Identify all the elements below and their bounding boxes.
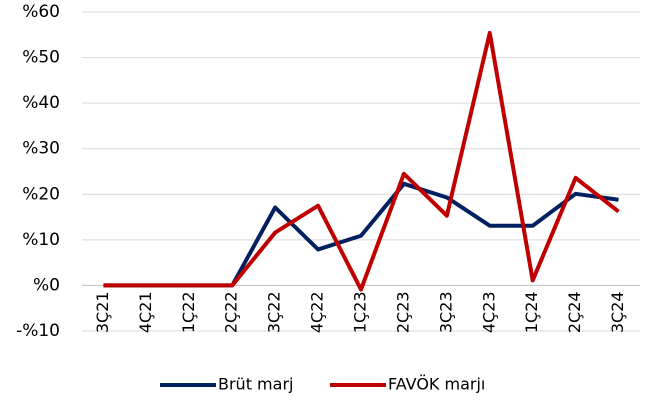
y-tick-label: %30 <box>22 139 60 159</box>
x-tick-label: 2Ç24 <box>565 291 584 333</box>
y-tick-label: %60 <box>22 2 60 22</box>
x-tick-label: 1Ç23 <box>351 291 370 333</box>
x-tick-label: 2Ç23 <box>393 291 412 333</box>
y-tick-label: -%10 <box>16 321 60 341</box>
legend-label: FAVÖK marjı <box>388 375 485 394</box>
y-tick-label: %40 <box>22 93 60 113</box>
series-line <box>103 181 619 288</box>
x-tick-label: 4Ç21 <box>136 291 155 333</box>
x-tick-label: 1Ç22 <box>179 291 198 333</box>
y-tick-label: %50 <box>22 48 60 68</box>
x-tick-label: 4Ç22 <box>308 291 327 333</box>
y-tick-label: %20 <box>22 184 60 204</box>
x-tick-label: 3Ç23 <box>436 291 455 333</box>
x-tick-label: 2Ç22 <box>222 291 241 333</box>
x-tick-label: 3Ç21 <box>93 291 112 333</box>
legend-label: Brüt marj <box>218 375 293 394</box>
series-line <box>103 30 620 292</box>
x-tick-label: 3Ç22 <box>265 291 284 333</box>
y-tick-label: %0 <box>33 275 60 295</box>
x-tick-label: 1Ç24 <box>522 291 541 333</box>
x-tick-label: 4Ç23 <box>479 291 498 333</box>
y-tick-label: %10 <box>22 230 60 250</box>
x-tick-label: 3Ç24 <box>608 291 627 333</box>
